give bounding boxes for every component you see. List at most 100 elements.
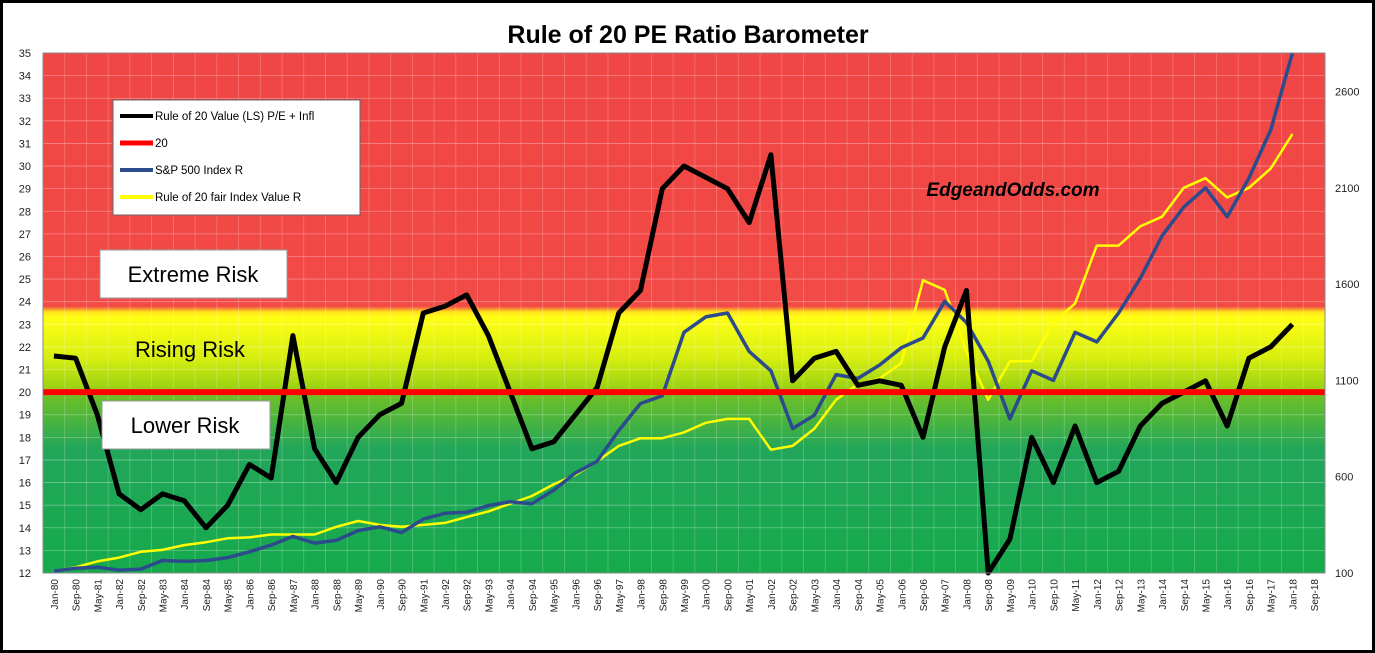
x-axis-tick-label: Jan-08 [962,579,973,610]
x-axis-tick-label: May-97 [615,579,626,613]
x-axis-tick-label: May-85 [224,579,235,613]
zone-label-box [99,249,288,299]
x-axis-tick-label: May-07 [941,579,952,613]
legend-box [112,99,361,216]
x-axis-tick-label: May-91 [419,579,430,613]
x-axis-tick-label: Jan-12 [1093,579,1104,610]
x-axis-tick-label: May-87 [289,579,300,613]
left-axis-tick-label: 16 [19,478,31,490]
chart-title: Rule of 20 PE Ratio Barometer [507,21,868,49]
x-axis-tick-label: Sep-82 [137,579,148,612]
x-axis-tick-label: Jan-90 [376,579,387,610]
x-axis-tick-label: May-05 [876,579,887,613]
x-axis-tick-label: Jan-80 [50,579,61,610]
legend-entry-label: Rule of 20 fair Index Value R [155,192,301,204]
left-axis-tick-label: 33 [19,93,31,105]
x-axis-tick-label: May-93 [484,579,495,613]
left-axis-tick-label: 30 [19,161,31,173]
x-axis-tick-label: May-09 [1006,579,1017,613]
left-axis-tick-label: 20 [19,387,31,399]
right-axis-tick-label: 1100 [1335,375,1359,387]
series-line-3 [53,133,1294,573]
x-axis-tick-label: May-99 [680,579,691,613]
x-axis-tick-label: Jan-10 [1028,579,1039,610]
x-axis-tick-label: Sep-18 [1310,579,1321,612]
x-axis-tick-label: May-89 [354,579,365,613]
x-axis-tick-label: Sep-00 [723,579,734,612]
x-axis-tick-label: Jan-82 [115,579,126,610]
x-axis-tick-label: Sep-14 [1180,579,1191,612]
x-axis-tick-label: Sep-10 [1049,579,1060,612]
watermark-text: EdgeandOdds.com [926,180,1099,201]
pe-barometer-chart: 12 13 14 15 16 17 18 19 20 21 22 23 24 25 26 27 28 29 30 31… [19,21,1360,613]
left-axis-tick-label: 17 [19,455,31,467]
x-axis-tick-label: Sep-16 [1245,579,1256,612]
x-axis-tick-label: Jan-86 [245,579,256,610]
x-axis-tick-label: Sep-84 [202,579,213,612]
x-axis-tick-label: Jan-16 [1223,579,1234,610]
x-axis-tick-label: Sep-90 [398,579,409,612]
left-axis-tick-label: 15 [19,500,31,512]
series-line-0 [53,152,1295,576]
x-axis-tick-label: Sep-98 [658,579,669,612]
x-axis-tick-label: Sep-04 [854,579,865,612]
x-axis-tick-label: May-11 [1071,579,1082,612]
left-axis-tick-label: 31 [19,138,31,150]
x-axis-tick-label: Jan-04 [832,579,843,610]
x-axis-tick-label: Jan-06 [897,579,908,610]
plot-border [42,52,1326,574]
left-axis-tick-label: 13 [19,545,31,557]
x-axis-tick-label: Sep-92 [463,579,474,612]
x-axis-tick-label: Sep-94 [528,579,539,612]
x-axis-tick-label: Jan-92 [441,579,452,610]
legend-entry-label: Rule of 20 Value (LS) P/E + Infl [155,111,314,123]
left-axis-tick-label: 25 [19,274,31,286]
chart-panel: 12 13 14 15 16 17 18 19 20 21 22 23 24 25 26 27 28 29 30 31… [3,3,1372,650]
x-axis-tick-label: Jan-96 [571,579,582,610]
x-axis-tick-label: May-83 [159,579,170,613]
x-axis-tick-label: May-17 [1267,579,1278,613]
x-axis-tick-label: Jan-88 [311,579,322,610]
x-axis-tick-label: Sep-88 [332,579,343,612]
x-axis-tick-label: May-13 [1136,579,1147,613]
left-axis-tick-label: 19 [19,410,31,422]
left-axis-tick-label: 27 [19,229,31,241]
left-axis-tick-label: 23 [19,319,31,331]
left-axis-tick-label: 18 [19,432,31,444]
x-axis-tick-label: Jan-98 [637,579,648,610]
x-axis-tick-label: Sep-80 [72,579,83,612]
left-axis-tick-label: 26 [19,251,31,263]
zone-label-box [101,400,271,450]
x-axis-tick-label: Jan-18 [1288,579,1299,610]
x-axis-tick-label: Sep-08 [984,579,995,612]
right-axis-tick-label: 100 [1335,568,1353,580]
series-line-2 [53,52,1295,573]
x-axis-tick-label: Jan-84 [180,579,191,610]
left-axis-tick-label: 32 [19,116,31,128]
x-axis-tick-label: May-81 [93,579,104,613]
x-axis-tick-label: May-03 [810,579,821,613]
x-axis-tick-label: May-15 [1201,579,1212,613]
x-axis-tick-label: Jan-02 [767,579,778,610]
legend-entry-label: 20 [155,138,168,150]
zone-label: Extreme Risk [128,262,260,287]
x-axis-tick-label: Jan-14 [1158,579,1169,610]
x-axis-tick-label: Sep-12 [1115,579,1126,612]
x-axis-tick-label: Sep-96 [593,579,604,612]
legend-entry-label: S&P 500 Index R [155,165,243,177]
x-axis-tick-label: Jan-00 [702,579,713,610]
x-axis-tick-label: May-01 [745,579,756,613]
x-axis-tick-label: May-95 [550,579,561,613]
left-axis-tick-label: 12 [19,568,31,580]
left-axis-tick-label: 34 [19,71,31,83]
right-axis-tick-label: 2600 [1335,87,1359,99]
left-axis-tick-label: 14 [19,523,31,535]
x-axis-tick-label: Jan-94 [506,579,517,610]
x-axis-tick-label: Sep-86 [267,579,278,612]
left-axis-tick-label: 35 [19,48,31,60]
right-axis-tick-label: 600 [1335,472,1353,484]
zone-label: Rising Risk [135,337,246,362]
left-axis-tick-label: 21 [19,365,31,377]
x-axis-tick-label: Sep-06 [919,579,930,612]
